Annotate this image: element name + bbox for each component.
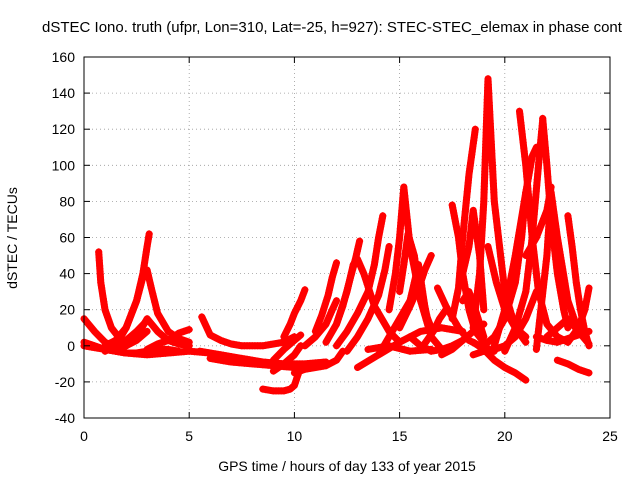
- plus-markers: [333, 212, 387, 350]
- plus-markers: [280, 286, 309, 341]
- plus-markers: [198, 313, 298, 350]
- y-tick-label: 60: [59, 230, 75, 246]
- plus-markers: [343, 243, 393, 355]
- y-tick-label: 40: [59, 266, 75, 282]
- series-54: [532, 327, 593, 346]
- y-tick-label: 100: [52, 157, 76, 173]
- series-16: [280, 286, 309, 341]
- plus-markers: [553, 356, 593, 377]
- x-tick-label: 15: [392, 428, 408, 444]
- plus-markers: [333, 237, 364, 328]
- y-tick-label: 140: [52, 85, 76, 101]
- series-30: [396, 252, 435, 332]
- series-22: [333, 212, 387, 350]
- series-32: [417, 306, 450, 353]
- y-tick-label: 120: [52, 121, 76, 137]
- x-tick-label: 5: [185, 428, 193, 444]
- x-tick-label: 25: [602, 428, 618, 444]
- series-21: [333, 237, 364, 328]
- plus-markers: [290, 347, 347, 377]
- series-45: [490, 143, 540, 350]
- series-17: [290, 347, 347, 377]
- x-axis-label: GPS time / hours of day 133 of year 2015: [218, 458, 476, 474]
- y-tick-label: 20: [59, 302, 75, 318]
- x-tick-label: 10: [287, 428, 303, 444]
- series-13: [259, 369, 303, 395]
- plus-markers: [532, 327, 593, 346]
- plus-markers: [311, 259, 340, 335]
- series-29: [406, 261, 435, 341]
- plus-markers: [101, 317, 151, 355]
- plus-markers: [269, 331, 305, 364]
- series-52: [553, 356, 593, 377]
- series-trace: [198, 313, 298, 350]
- series-9: [143, 326, 193, 353]
- series-15: [269, 331, 305, 364]
- series-23: [343, 243, 393, 355]
- series-36: [448, 125, 479, 323]
- y-tick-label: 80: [59, 193, 75, 209]
- y-tick-label: 160: [52, 49, 76, 65]
- x-tick-label: 20: [497, 428, 513, 444]
- series-49: [532, 188, 582, 353]
- x-tick-labels: 0 5 10 15 20 25: [80, 428, 618, 444]
- plus-markers: [143, 326, 193, 353]
- series-14: [269, 342, 305, 375]
- plus-markers: [269, 342, 305, 375]
- y-tick-label: -20: [55, 374, 75, 390]
- data-series: [80, 75, 593, 395]
- x-tick-label: 0: [80, 428, 88, 444]
- plus-markers: [301, 297, 340, 350]
- y-axis-label: dSTEC / TECUs: [4, 187, 20, 289]
- plus-markers: [417, 306, 450, 353]
- plus-markers: [532, 188, 582, 353]
- y-tick-labels: -40 -20 0 20 40 60 80 100 120 140 160: [52, 49, 76, 426]
- series-8: [101, 317, 151, 355]
- series-19: [311, 259, 340, 335]
- axis-ticks: [83, 56, 611, 419]
- plus-markers: [259, 369, 303, 395]
- y-tick-label: 0: [67, 338, 75, 354]
- series-10: [198, 313, 298, 350]
- plus-markers: [448, 125, 479, 323]
- series-18: [301, 297, 340, 350]
- plus-markers: [396, 252, 435, 332]
- chart-title: dSTEC Iono. truth (ufpr, Lon=310, Lat=-2…: [42, 19, 623, 36]
- plus-markers: [490, 143, 540, 350]
- y-tick-label: -40: [55, 410, 75, 426]
